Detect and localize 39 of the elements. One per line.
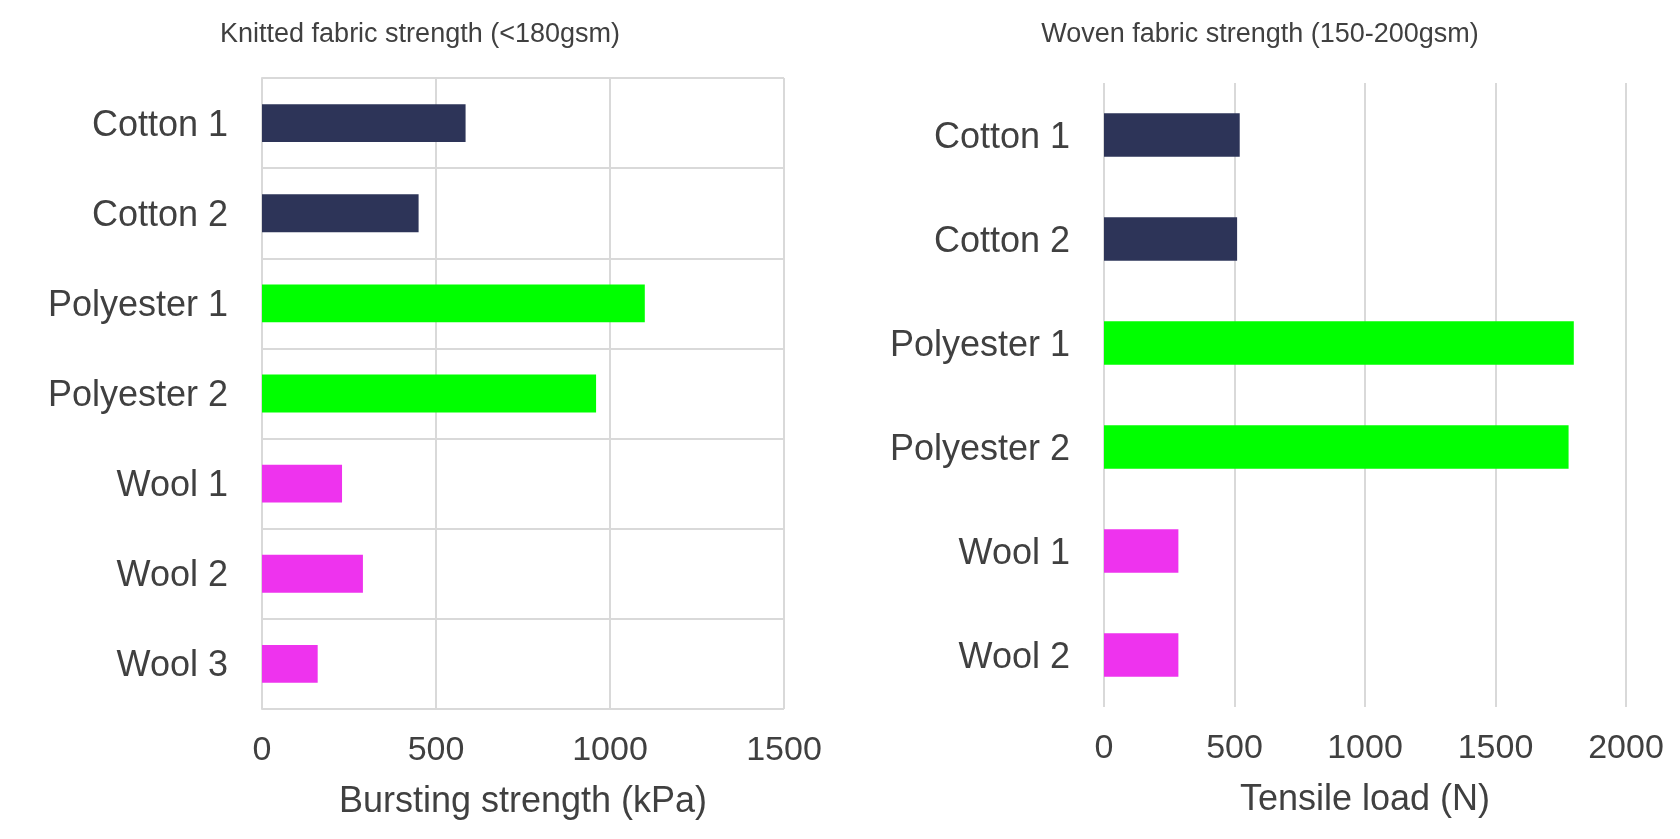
bar: [262, 645, 318, 683]
y-tick-label: Cotton 2: [91, 192, 228, 234]
x-tick-label: 0: [252, 729, 272, 767]
x-tick-label: 500: [407, 729, 465, 767]
x-tick-label: 1000: [572, 729, 648, 767]
y-tick-label: Wool 2: [116, 553, 228, 595]
bar: [1104, 321, 1574, 365]
bar: [262, 554, 363, 593]
y-tick-label: Polyester 2: [889, 426, 1070, 468]
x-axis-title: Bursting strength (kPa): [338, 778, 708, 820]
bar: [262, 464, 343, 503]
bar: [1104, 425, 1569, 469]
bar: [1104, 529, 1179, 573]
bar: [1104, 217, 1238, 261]
x-tick-label: 1500: [1457, 727, 1534, 765]
x-tick-label: 0: [1094, 727, 1114, 765]
x-axis-title: Tensile load (N): [1239, 776, 1491, 818]
y-tick-label: Polyester 2: [47, 373, 228, 414]
y-tick-label: Cotton 1: [933, 114, 1070, 156]
chart-title: Woven fabric strength (150-200gsm): [1041, 17, 1479, 48]
y-tick-label: Wool 2: [958, 634, 1070, 676]
x-tick-label: 500: [1206, 727, 1263, 765]
y-tick-label: Polyester 1: [889, 322, 1070, 364]
x-tick-label: 1000: [1327, 727, 1403, 765]
bar: [262, 104, 466, 142]
x-tick-label: 1500: [746, 729, 822, 767]
y-tick-label: Polyester 1: [47, 282, 228, 324]
y-tick-label: Cotton 1: [91, 102, 228, 144]
y-tick-label: Cotton 2: [933, 218, 1070, 260]
bar: [262, 374, 597, 413]
y-tick-label: Wool 1: [958, 530, 1070, 572]
bar: [262, 194, 419, 233]
bar: [1104, 633, 1179, 677]
x-tick-label: 2000: [1588, 727, 1664, 765]
y-tick-label: Wool 3: [116, 643, 228, 685]
y-tick-label: Wool 1: [116, 463, 228, 505]
chart-title: Knitted fabric strength (<180gsm): [220, 17, 620, 48]
bar: [1104, 113, 1240, 157]
bar: [262, 284, 645, 323]
